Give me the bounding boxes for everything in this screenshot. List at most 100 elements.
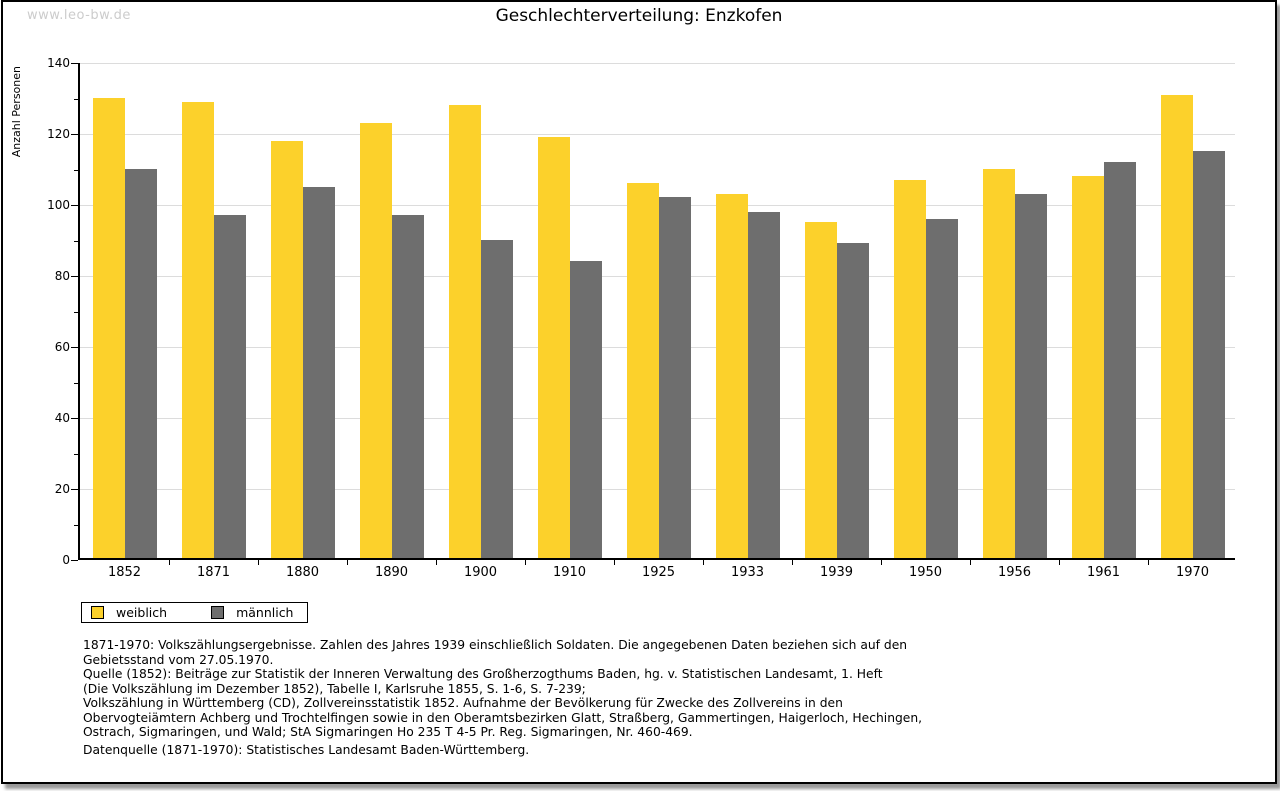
bar-maennlich (125, 169, 157, 558)
x-axis-tick-label: 1925 (641, 565, 676, 580)
legend-label: männlich (236, 605, 294, 620)
bar-maennlich (481, 239, 513, 558)
x-axis-tick-label: 1933 (730, 565, 765, 580)
bar-group: 1852 (80, 63, 169, 580)
y-axis-tick-label: 100 (47, 198, 70, 212)
bar-weiblich (360, 123, 392, 558)
x-axis-tick (435, 560, 437, 565)
y-axis-major-tick (71, 276, 78, 277)
y-axis-major-tick (71, 560, 78, 561)
y-axis-minor-tick (74, 169, 78, 171)
x-axis-tick-label: 1880 (285, 565, 320, 580)
x-axis-tick (702, 560, 704, 565)
footnote-line: Obervogteiämtern Achberg und Trochtelfin… (83, 710, 923, 725)
watermark: www.leo-bw.de (27, 8, 131, 23)
legend-swatch (91, 606, 104, 619)
x-axis-tick (1058, 560, 1060, 565)
y-axis-minor-tick (74, 382, 78, 384)
y-axis-tick-label: 0 (62, 553, 70, 567)
bar-group: 1871 (169, 63, 258, 580)
bar-weiblich (1161, 94, 1193, 558)
x-axis-tick (346, 560, 348, 565)
bar-maennlich (392, 215, 424, 558)
bar-maennlich (1193, 151, 1225, 558)
bar-maennlich (1104, 162, 1136, 558)
bar-maennlich (214, 215, 246, 558)
bar-maennlich (303, 186, 335, 558)
legend: weiblich männlich (81, 602, 309, 623)
legend-item-mnnlich: männlich (211, 605, 293, 620)
bar-maennlich (570, 261, 602, 558)
y-axis-minor-tick (74, 311, 78, 313)
legend-label: weiblich (116, 605, 168, 620)
datasource-line: Datenquelle (1871-1970): Statistisches L… (83, 743, 530, 757)
y-axis-minor-tick (74, 98, 78, 100)
bar-weiblich (449, 105, 481, 558)
legend-swatch (211, 606, 225, 619)
x-axis-tick-label: 1956 (997, 565, 1032, 580)
bar-weiblich (983, 169, 1015, 558)
y-axis-tick-label: 60 (54, 340, 70, 354)
x-axis-tick-label: 1871 (196, 565, 231, 580)
footnote-line: 1871-1970: Volkszählungsergebnisse. Zahl… (83, 638, 908, 652)
bar-group: 1970 (1148, 63, 1237, 580)
bar-weiblich (538, 137, 570, 558)
x-axis-tick (613, 560, 615, 565)
bar-group: 1933 (703, 63, 792, 580)
y-axis-major-tick (71, 489, 78, 490)
bar-group: 1910 (525, 63, 614, 580)
y-axis-major-tick (71, 347, 78, 348)
x-axis-tick-label: 1950 (908, 565, 943, 580)
bar-weiblich (627, 183, 659, 558)
bar-maennlich (837, 243, 869, 558)
x-axis-tick-label: 1900 (463, 565, 498, 580)
x-axis-tick-label: 1852 (107, 565, 142, 580)
y-axis-major-tick (71, 418, 78, 419)
bar-weiblich (1072, 176, 1104, 558)
y-axis-minor-tick (74, 453, 78, 455)
plot-area: 0 20 40 60 80 100 120 140 1852 1871 1880 1890 1900 19… (47, 56, 1237, 580)
x-axis-tick-label: 1961 (1086, 565, 1121, 580)
y-axis-tick-label: 140 (47, 56, 70, 70)
x-axis-tick (791, 560, 793, 565)
y-gridline (80, 63, 1235, 64)
bar-weiblich (182, 101, 214, 558)
y-axis-title: Anzahl Personen (10, 66, 23, 158)
y-axis-major-tick (71, 134, 78, 135)
x-axis-tick (168, 560, 170, 565)
y-axis-minor-tick (74, 240, 78, 242)
bar-group: 1950 (881, 63, 970, 580)
footnote-line: Ostrach, Sigmaringen, und Wald; StA Sigm… (83, 725, 693, 739)
bar-maennlich (659, 197, 691, 558)
x-axis-tick-label: 1939 (819, 565, 854, 580)
bar-maennlich (1015, 193, 1047, 558)
x-axis-tick (880, 560, 882, 565)
bar-weiblich (93, 98, 125, 558)
bar-group: 1900 (436, 63, 525, 580)
bar-group: 1880 (258, 63, 347, 580)
y-axis-tick-label: 80 (54, 269, 70, 283)
y-axis-major-tick (71, 63, 78, 64)
bar-weiblich (271, 140, 303, 558)
bar-maennlich (748, 211, 780, 558)
x-axis-tick (524, 560, 526, 565)
x-axis-tick-label: 1910 (552, 565, 587, 580)
bar-group: 1961 (1059, 63, 1148, 580)
bar-weiblich (805, 222, 837, 558)
footnote-line: (Die Volkszählung im Dezember 1852), Tab… (83, 681, 586, 696)
footnote-line: Volkszählung in Württemberg (CD), Zollve… (83, 696, 843, 710)
bar-group: 1956 (970, 63, 1059, 580)
footnotes: 1871-1970: Volkszählungsergebnisse. Zahl… (83, 638, 1233, 740)
x-axis-tick (1147, 560, 1149, 565)
y-axis-tick-label: 120 (47, 127, 70, 141)
bar-group: 1939 (792, 63, 881, 580)
y-axis-major-tick (71, 205, 78, 206)
y-axis-tick-label: 40 (54, 411, 70, 425)
x-axis-tick-label: 1970 (1175, 565, 1210, 580)
y-gridline (80, 134, 1235, 135)
y-axis-minor-tick (74, 524, 78, 526)
legend-item-weiblich: weiblich (91, 605, 167, 620)
footnote-line: Gebietsstand vom 27.05.1970. (83, 652, 274, 667)
y-axis-tick-label: 20 (54, 482, 70, 496)
